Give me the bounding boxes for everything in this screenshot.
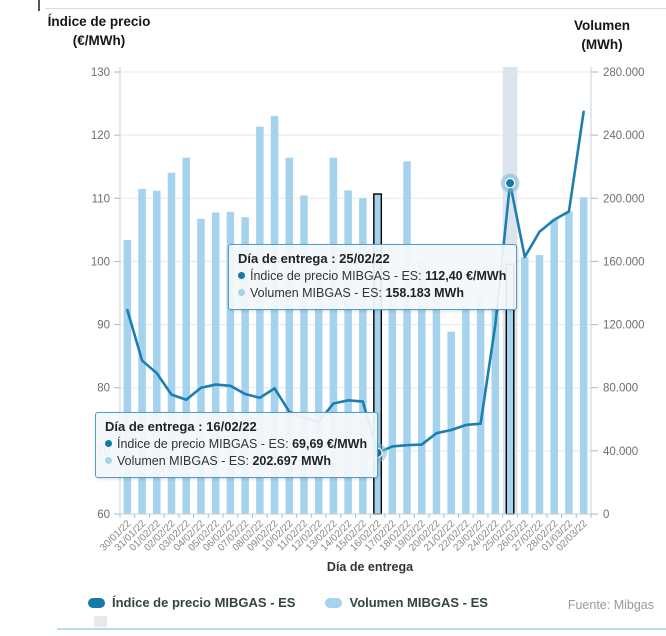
- left-axis-title-line2: (€/MWh): [72, 33, 126, 48]
- right-axis-tick-label: 40.000: [603, 446, 638, 458]
- right-axis-title: Volumen (MWh): [544, 16, 660, 54]
- tooltip-price-row: Índice de precio MIBGAS - ES: 69,69 €/MW…: [105, 436, 367, 454]
- tooltip-title: Día de entrega : 16/02/22: [105, 419, 257, 434]
- volume-bar[interactable]: [300, 195, 308, 515]
- tooltip-16-02: Día de entrega : 16/02/22 Índice de prec…: [95, 412, 379, 478]
- left-axis-tick-label: 80: [97, 383, 110, 395]
- volume-bar[interactable]: [579, 197, 588, 515]
- source-credit: Fuente: Mibgas: [567, 598, 654, 612]
- right-axis-title-line2: (MWh): [581, 37, 623, 52]
- tooltip-price-label: Índice de precio MIBGAS - ES:: [117, 436, 293, 451]
- left-axis-title-line1: Índice de precio: [47, 14, 151, 29]
- left-axis-tick-label: 90: [97, 320, 110, 332]
- volume-bar[interactable]: [285, 157, 294, 514]
- price-bullet-icon: [105, 439, 112, 447]
- right-axis-tick-label: 0: [603, 509, 609, 521]
- legend-item-volume[interactable]: Volumen MIBGAS - ES: [325, 595, 488, 610]
- top-left-mark: [38, 0, 40, 11]
- tooltip-25-02: Día de entrega : 25/02/22 Índice de prec…: [228, 244, 518, 310]
- tooltip-volume-label: Volumen MIBGAS - ES:: [117, 454, 253, 468]
- volume-legend-marker-icon: [325, 597, 343, 608]
- volume-bar[interactable]: [226, 211, 235, 514]
- left-axis-tick-label: 110: [92, 193, 110, 205]
- left-axis-title: Índice de precio (€/MWh): [28, 12, 170, 50]
- volume-bar[interactable]: [565, 211, 573, 514]
- volume-bar[interactable]: [329, 157, 338, 514]
- legend-price-label: Índice de precio MIBGAS - ES: [112, 595, 296, 610]
- price-bullet-icon: [238, 271, 245, 279]
- volume-bar[interactable]: [182, 157, 190, 514]
- tooltip-volume-value: 158.183 MWh: [385, 286, 464, 300]
- volume-bar[interactable]: [462, 307, 470, 514]
- price-line[interactable]: [126, 110, 585, 455]
- volume-bar[interactable]: [535, 255, 544, 514]
- volume-bar[interactable]: [197, 218, 205, 515]
- volume-bar[interactable]: [388, 277, 397, 514]
- volume-bar[interactable]: [432, 274, 441, 514]
- tooltip-price-label: Índice de precio MIBGAS - ES:: [250, 268, 426, 283]
- tooltip-volume-row: Volumen MIBGAS - ES: 158.183 MWh: [238, 285, 506, 303]
- volume-bar[interactable]: [167, 172, 176, 514]
- tooltip-price-value: 69,69 €/MWh: [292, 436, 368, 451]
- right-axis-tick-label: 280.000: [603, 67, 645, 79]
- volume-bar[interactable]: [417, 261, 426, 514]
- right-axis-title-line1: Volumen: [573, 18, 630, 33]
- volume-bar[interactable]: [241, 217, 249, 514]
- tooltip-volume-value: 202.697 MWh: [252, 454, 331, 468]
- tooltip-volume-label: Volumen MIBGAS - ES:: [250, 286, 386, 300]
- left-axis-tick-label: 130: [91, 67, 110, 79]
- volume-bar[interactable]: [256, 126, 264, 515]
- right-axis-tick-label: 80.000: [603, 383, 638, 395]
- volume-bar[interactable]: [491, 306, 500, 514]
- volume-bar[interactable]: [359, 198, 367, 515]
- bottom-divider: [57, 628, 666, 630]
- volume-bullet-icon: [238, 289, 245, 296]
- tooltip-price-row: Índice de precio MIBGAS - ES: 112,40 €/M…: [238, 268, 506, 286]
- right-axis-tick-label: 120.000: [603, 320, 645, 332]
- volume-bar[interactable]: [521, 257, 529, 514]
- volume-bar[interactable]: [153, 190, 161, 515]
- selected-point-marker[interactable]: [504, 177, 516, 189]
- tooltip-price-value: 112,40 €/MWh: [425, 268, 507, 283]
- volume-bar[interactable]: [314, 277, 323, 514]
- volume-bar[interactable]: [344, 190, 352, 514]
- left-axis-tick-label: 60: [97, 509, 110, 521]
- volume-bar[interactable]: [270, 115, 279, 515]
- legend-volume-label: Volumen MIBGAS - ES: [349, 595, 488, 610]
- price-legend-marker-icon: [88, 597, 105, 608]
- volume-bar[interactable]: [550, 219, 558, 515]
- volume-bar[interactable]: [447, 331, 455, 514]
- volume-bar[interactable]: [211, 212, 220, 514]
- right-axis-tick-label: 160.000: [603, 256, 645, 268]
- left-axis-tick-label: 120: [91, 130, 110, 142]
- tooltip-title: Día de entrega : 25/02/22: [238, 251, 390, 266]
- top-divider: [45, 8, 666, 9]
- left-axis-tick-label: 100: [91, 256, 110, 268]
- volume-bar[interactable]: [123, 239, 132, 514]
- chart-legend: Índice de precio MIBGAS - ES Volumen MIB…: [88, 595, 488, 610]
- volume-bar[interactable]: [476, 293, 485, 514]
- right-axis-tick-label: 240.000: [603, 130, 645, 142]
- tooltip-volume-row: Volumen MIBGAS - ES: 202.697 MWh: [105, 453, 367, 471]
- x-axis-title: Día de entrega: [326, 560, 414, 574]
- volume-bullet-icon: [105, 457, 112, 464]
- volume-bar[interactable]: [138, 188, 146, 514]
- volume-bar[interactable]: [403, 161, 411, 514]
- bottom-artifact: [94, 616, 107, 627]
- legend-item-price[interactable]: Índice de precio MIBGAS - ES: [88, 595, 295, 610]
- right-axis-tick-label: 200.000: [603, 193, 645, 205]
